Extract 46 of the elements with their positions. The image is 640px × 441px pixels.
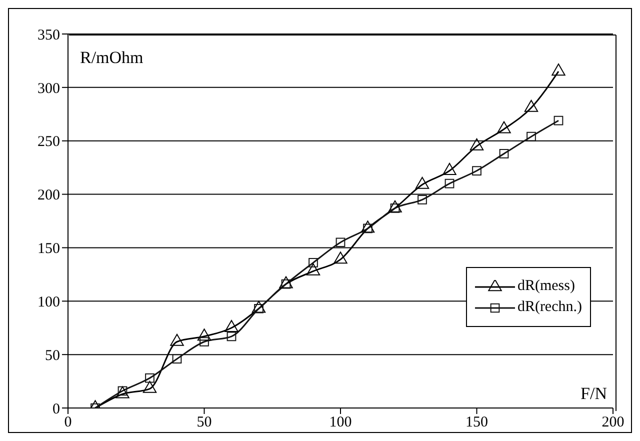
y-tick-label: 300	[38, 80, 60, 97]
point	[279, 276, 293, 288]
point	[552, 64, 566, 76]
point	[524, 100, 538, 112]
point	[224, 320, 238, 332]
point	[308, 258, 318, 268]
y-tick-label: 100	[38, 294, 60, 310]
x-tick-label: 200	[602, 414, 624, 431]
point	[360, 220, 375, 233]
point	[170, 334, 184, 346]
point	[554, 116, 564, 126]
point	[472, 166, 482, 176]
y-axis-title: R/mOhm	[80, 48, 144, 68]
point	[497, 121, 511, 134]
point	[444, 178, 454, 188]
point	[197, 328, 212, 341]
point	[388, 200, 402, 212]
point	[306, 263, 320, 276]
legend-label: dR(mess)	[517, 278, 575, 295]
point	[526, 132, 536, 142]
point	[442, 162, 456, 175]
point	[334, 252, 348, 264]
point	[418, 194, 427, 204]
point	[252, 300, 266, 313]
point	[142, 380, 157, 393]
x-axis-title: F/N	[580, 384, 607, 404]
point	[172, 354, 182, 364]
point	[145, 373, 154, 383]
x-tick-label: 100	[329, 414, 352, 431]
y-tick-label: 350	[38, 27, 60, 44]
x-tick-label: 150	[466, 414, 488, 431]
y-tick-label: 50	[45, 348, 60, 364]
point	[200, 337, 209, 346]
y-tick-label: 200	[38, 188, 60, 204]
point	[116, 386, 130, 398]
y-tick-label: 150	[38, 241, 60, 258]
y-tick-label: 250	[38, 134, 60, 150]
point	[415, 176, 430, 189]
point	[226, 332, 236, 342]
point	[336, 238, 346, 248]
x-tick-label: 50	[196, 414, 212, 431]
point	[470, 138, 484, 150]
point	[499, 148, 509, 158]
x-tick-label: 0	[64, 414, 72, 431]
y-tick-label: 0	[52, 401, 60, 418]
legend-label: dR(rechn.)	[517, 299, 582, 316]
